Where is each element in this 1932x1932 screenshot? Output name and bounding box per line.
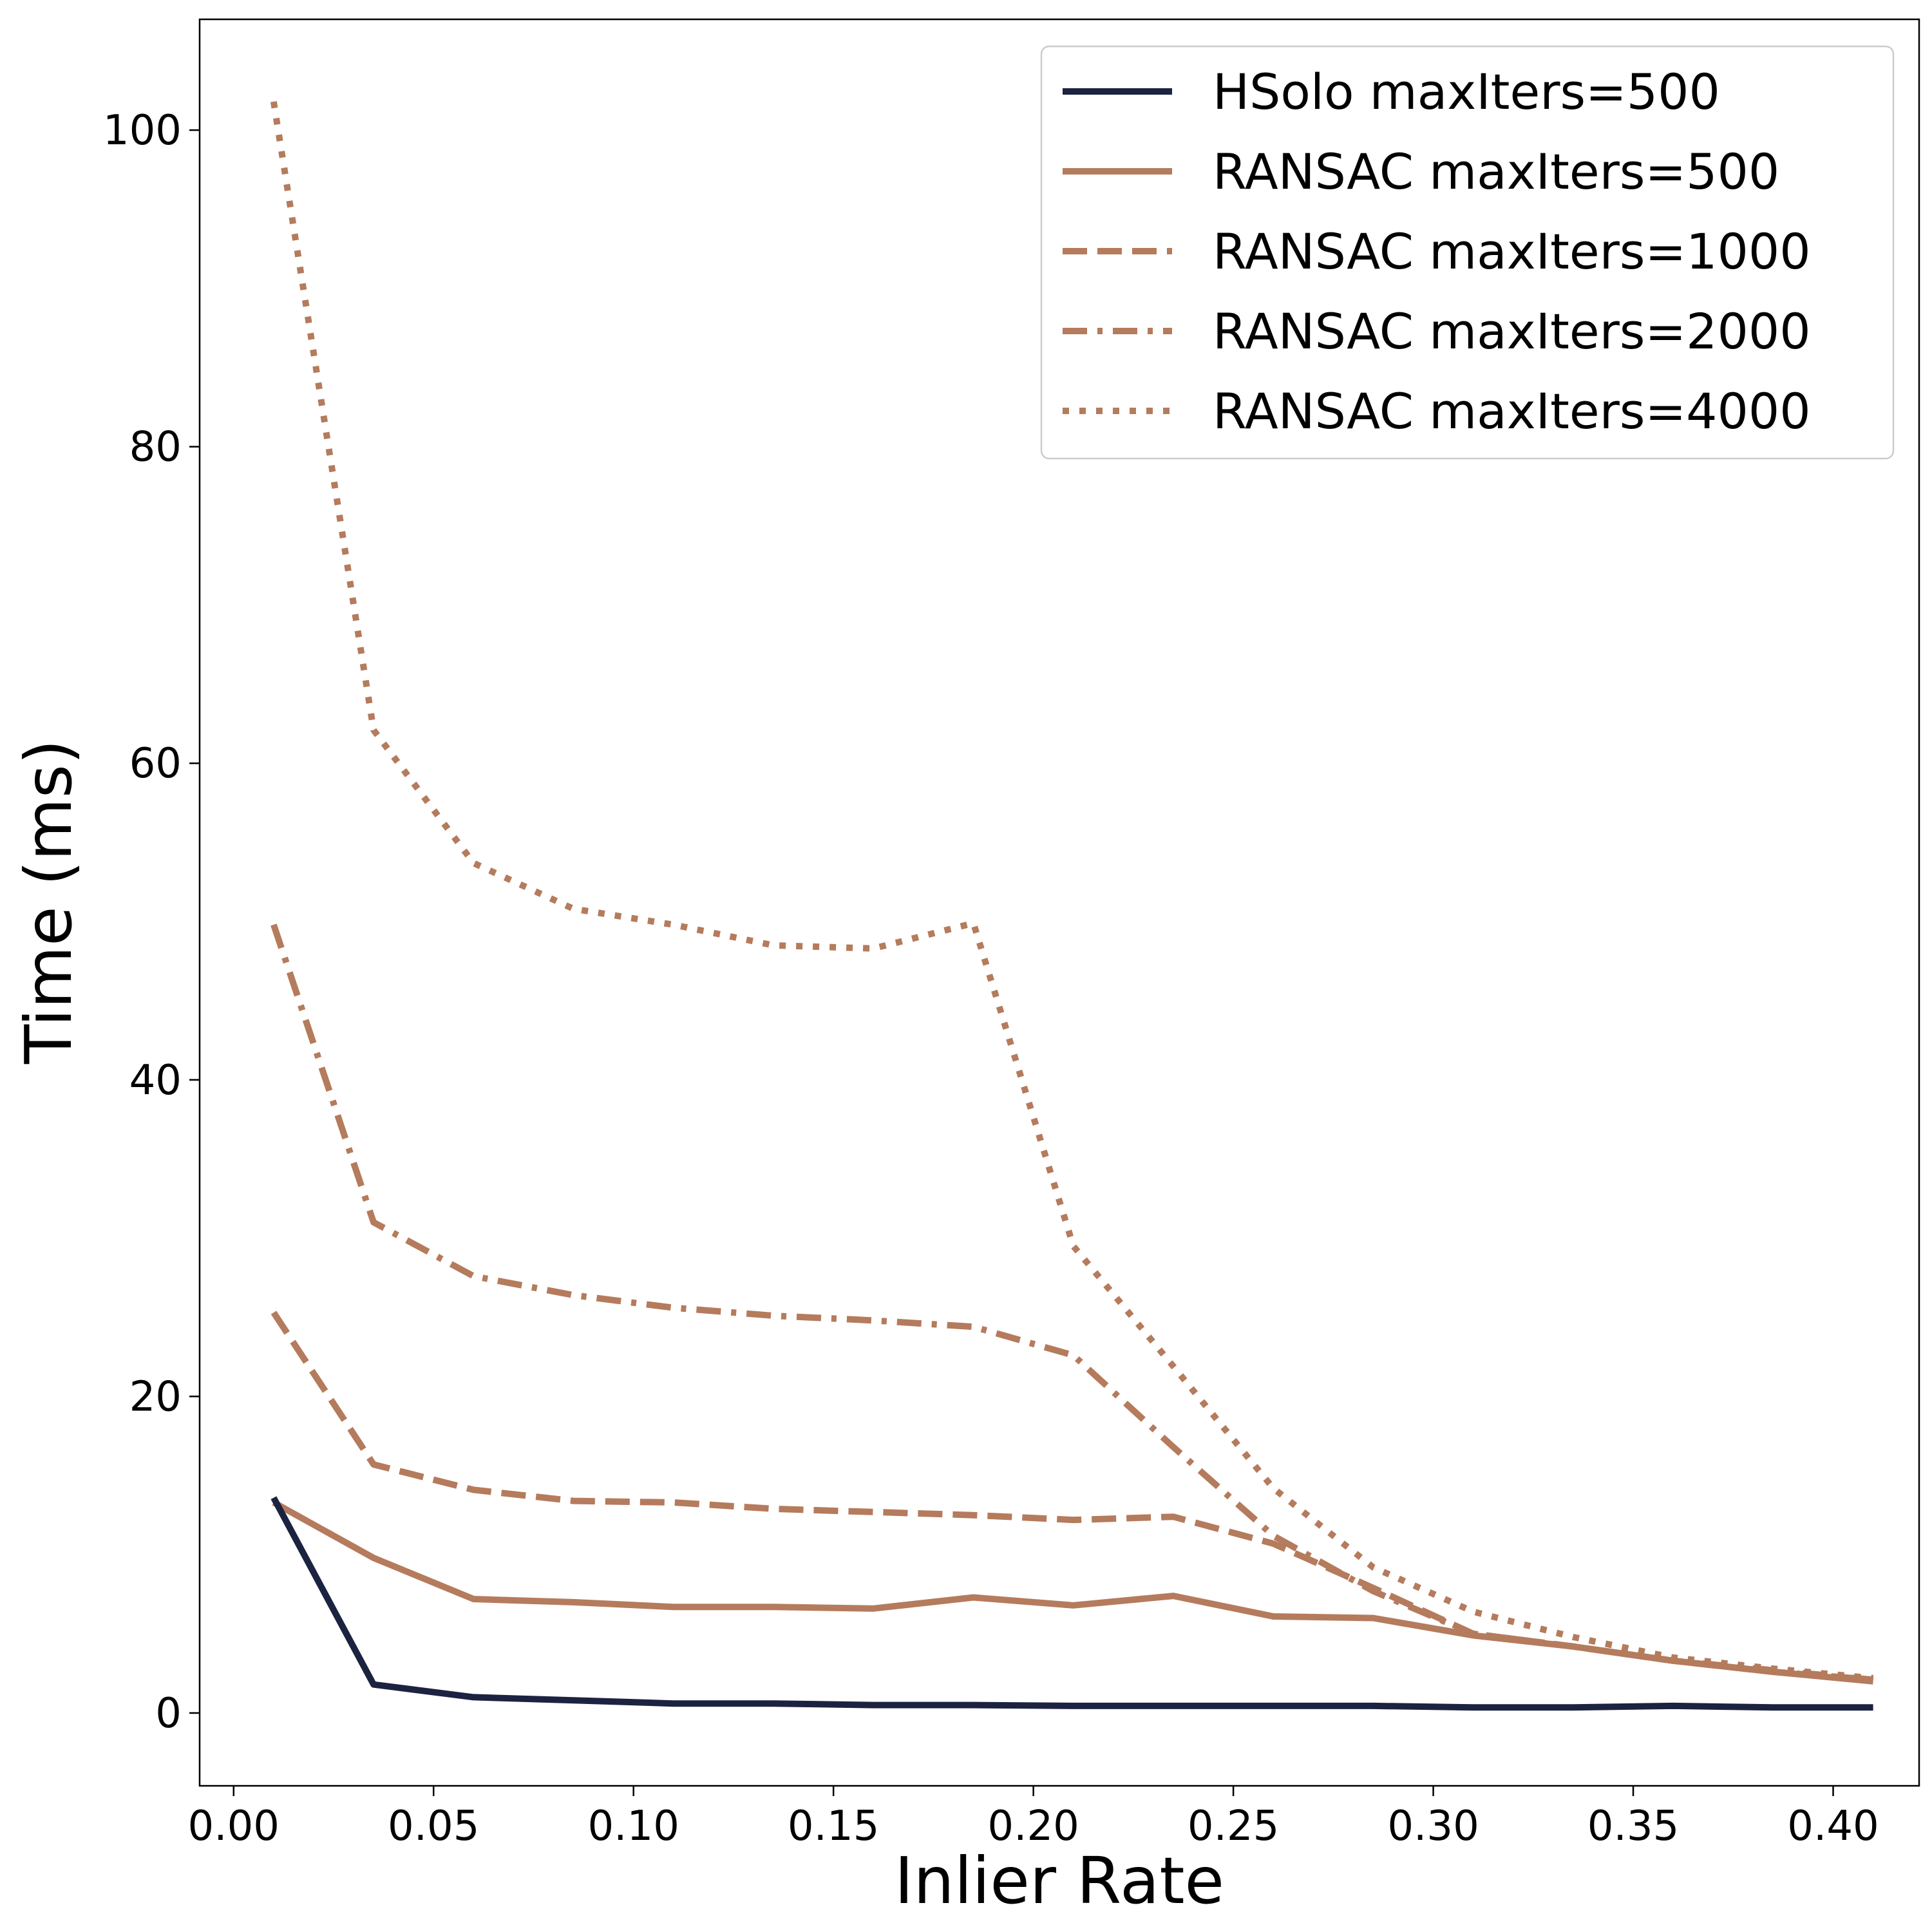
x-tick-label: 0.15 bbox=[788, 1803, 880, 1850]
series-line-ransac-maxiters-500 bbox=[272, 1499, 1874, 1685]
y-tick-label: 60 bbox=[129, 740, 182, 788]
series-line-ransac-maxiters-4000 bbox=[270, 101, 1874, 1681]
y-tick-label: 100 bbox=[103, 107, 182, 155]
y-axis-title: Time (ms) bbox=[11, 739, 86, 1065]
legend-label: HSolo maxIters=500 bbox=[1213, 63, 1720, 120]
y-axis: 0 20 40 60 80 100 bbox=[103, 107, 200, 1738]
x-tick-label: 0.30 bbox=[1387, 1803, 1479, 1850]
y-tick-label: 0 bbox=[155, 1690, 182, 1738]
plot-frame bbox=[198, 18, 1920, 1787]
x-axis: 0.00 0.05 0.10 0.15 0.20 0.25 0.30 0.35 0.40 bbox=[188, 1786, 1879, 1850]
x-tick-label: 0.10 bbox=[587, 1803, 679, 1850]
series-line-hsolo-maxiters-500 bbox=[270, 1496, 1873, 1711]
x-tick-label: 0.25 bbox=[1188, 1803, 1280, 1850]
series-layer bbox=[270, 101, 1874, 1711]
x-tick-label: 0.05 bbox=[388, 1803, 480, 1850]
legend-label: RANSAC maxIters=1000 bbox=[1213, 223, 1811, 280]
legend-frame bbox=[1040, 45, 1895, 460]
x-axis-title: Inlier Rate bbox=[895, 1843, 1224, 1918]
x-tick-label: 0.40 bbox=[1787, 1803, 1879, 1850]
y-tick-label: 20 bbox=[129, 1373, 182, 1421]
y-tick-label: 40 bbox=[129, 1057, 182, 1104]
legend-label: RANSAC maxIters=500 bbox=[1213, 143, 1779, 200]
x-tick-label: 0.35 bbox=[1587, 1803, 1680, 1850]
legend-label: RANSAC maxIters=2000 bbox=[1213, 303, 1811, 360]
legend: HSolo maxIters=500 RANSAC maxIters=500 RAN… bbox=[1040, 45, 1895, 460]
x-tick-label: 0.20 bbox=[987, 1803, 1079, 1850]
legend-label: RANSAC maxIters=4000 bbox=[1213, 383, 1811, 440]
y-tick-label: 80 bbox=[129, 424, 182, 471]
x-tick-label: 0.00 bbox=[188, 1803, 280, 1850]
